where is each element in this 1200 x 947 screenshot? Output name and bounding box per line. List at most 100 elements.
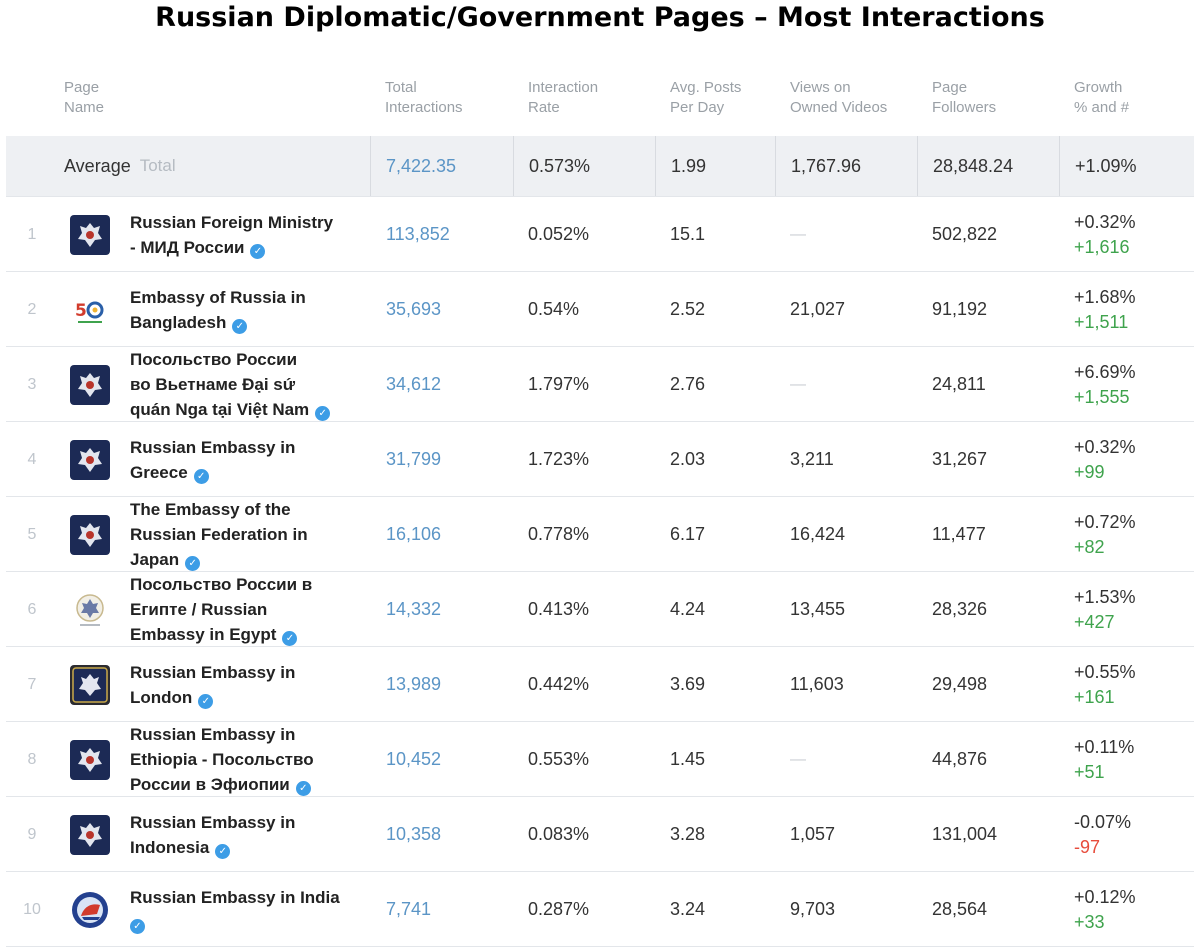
col-header-followers[interactable]: Page Followers [932,78,996,118]
emblem-icon [70,364,110,405]
growth-percent: +0.32% [1074,211,1136,232]
col-header-interaction-rate[interactable]: Interaction Rate [528,78,598,118]
page-logo[interactable] [70,197,110,272]
growth-number: +1,616 [1074,236,1130,257]
page-name-line: Russian Embassy in India [130,888,340,907]
page-logo[interactable] [70,797,110,872]
page-name-line: The Embassy of the [130,500,291,519]
page-name[interactable]: Russian Foreign Ministry - МИД России ✓ [130,210,333,260]
col-header-page-name[interactable]: Page Name [64,78,104,118]
row-divider [6,796,1194,797]
table-row[interactable]: 2 5 Embassy of Russia in Bangladesh ✓ 35,693 0… [6,272,1194,347]
avg-posts-per-day: 4.24 [670,599,706,619]
rank-number: 8 [27,750,37,768]
table-row[interactable]: 4 Russian Embassy in Greece ✓ 31,799 1.723% 2.… [6,422,1194,497]
page-name-line: Египте / Russian [130,600,268,619]
total-interactions[interactable]: 34,612 [386,374,442,394]
total-interactions[interactable]: 31,799 [386,449,442,469]
total-toggle[interactable]: Total [139,156,176,175]
page-logo[interactable] [70,647,110,722]
table-row[interactable]: 7 Russian Embassy in London ✓ 13,989 0.442% 3.… [6,647,1194,722]
growth-percent: +0.32% [1074,436,1136,457]
emblem-framed-icon [70,664,110,705]
header-line: Page [64,79,100,96]
total-interactions[interactable]: 35,693 [386,299,442,319]
views-on-owned-videos: 13,455 [790,599,846,619]
page-name-line: London [130,688,193,707]
page-name[interactable]: Russian Embassy in India ✓ [130,885,340,935]
page-name[interactable]: Посольство России в Египте / Russian Embas… [130,572,312,647]
growth-number: +82 [1074,536,1105,557]
page-name[interactable]: Russian Embassy in Ethiopia - Посольство Р… [130,722,314,797]
avg-posts-per-day: 6.17 [670,524,706,544]
header-line: Per Day [670,99,725,116]
total-interactions[interactable]: 113,852 [386,224,450,244]
table-row[interactable]: 1 Russian Foreign Ministry - МИД России ✓ 11… [6,197,1194,272]
page-name[interactable]: Посольство России во Вьетнаме Đại sứ quán … [130,347,331,422]
header-line: % and # [1074,99,1130,116]
views-on-owned-videos: 21,027 [790,299,846,319]
anniversary-50-icon: 5 [70,289,110,330]
page-logo[interactable] [70,872,110,947]
table-row[interactable]: 10 Russian Embassy in India ✓ 7,741 0.287% 3.… [6,872,1194,947]
page-name-line: Embassy in Egypt [130,625,277,644]
rank-number: 6 [27,600,37,618]
views-on-owned-videos: 9,703 [790,899,836,919]
row-divider [6,271,1194,272]
col-header-avg-posts[interactable]: Avg. Posts Per Day [670,78,741,118]
page-followers: 28,564 [932,899,988,919]
page-name[interactable]: Russian Embassy in Greece ✓ [130,435,295,485]
page-name[interactable]: The Embassy of the Russian Federation in J… [130,497,308,572]
col-header-growth[interactable]: Growth % and # [1074,78,1129,118]
page-logo[interactable] [70,722,110,797]
total-interactions[interactable]: 7,741 [386,899,432,919]
header-line: Interaction [528,79,599,96]
rank-number: 5 [27,525,37,543]
page-followers: 44,876 [932,749,988,769]
page-logo[interactable] [70,422,110,497]
row-divider [6,421,1194,422]
avg-posts-per-day: 1.45 [670,749,706,769]
page-name[interactable]: Russian Embassy in Indonesia ✓ [130,810,295,860]
page-logo[interactable] [70,347,110,422]
row-divider [6,346,1194,347]
table-row[interactable]: 3 Посольство России во Вьетнаме Đại sứ quán… [6,347,1194,422]
growth-number: +51 [1074,761,1105,782]
col-header-views[interactable]: Views on Owned Videos [790,78,887,118]
header-line: Total [385,79,417,96]
total-interactions[interactable]: 10,452 [386,749,442,769]
page-name[interactable]: Embassy of Russia in Bangladesh ✓ [130,285,306,335]
table-header: Page Name Total Interactions Interaction… [6,62,1194,137]
page-logo[interactable]: 5 [70,272,110,347]
page-name-line: Greece [130,463,188,482]
table-row[interactable]: 9 Russian Embassy in Indonesia ✓ 10,358 0.083… [6,797,1194,872]
total-interactions[interactable]: 10,358 [386,824,442,844]
page-name[interactable]: Russian Embassy in London ✓ [130,660,295,710]
growth-percent: +1.68% [1074,286,1136,307]
average-label: Average [64,155,131,176]
avg-posts-per-day: 2.03 [670,449,706,469]
growth-number: +161 [1074,686,1115,707]
total-interactions[interactable]: 14,332 [386,599,442,619]
page-name-line: Russian Embassy in [130,813,296,832]
total-interactions[interactable]: 13,989 [386,674,442,694]
verified-check-icon: ✓ [193,469,209,484]
verified-check-icon: ✓ [295,781,311,796]
growth-percent: +0.12% [1074,886,1136,907]
total-interactions[interactable]: 16,106 [386,524,442,544]
page-name-line: Bangladesh [130,313,227,332]
col-header-total-interactions[interactable]: Total Interactions [385,78,463,118]
growth-number: +1,555 [1074,386,1130,407]
page-logo[interactable] [70,497,110,572]
table-row[interactable]: 8 Russian Embassy in Ethiopia - Посольство… [6,722,1194,797]
page-name-line: Russian Embassy in [130,725,296,744]
page-logo[interactable] [70,572,110,647]
page-name-line: Ethiopia - Посольство [130,750,314,769]
growth-cell: +0.12% +33 [1074,872,1136,947]
emblem-icon [70,439,110,480]
page-followers: 31,267 [932,449,988,469]
growth-cell: +0.11% +51 [1074,722,1134,797]
table-row[interactable]: 5 The Embassy of the Russian Federation in… [6,497,1194,572]
table-row[interactable]: 6 Посольство России в Египте / Russian Emba… [6,572,1194,647]
header-line: Name [64,99,105,116]
